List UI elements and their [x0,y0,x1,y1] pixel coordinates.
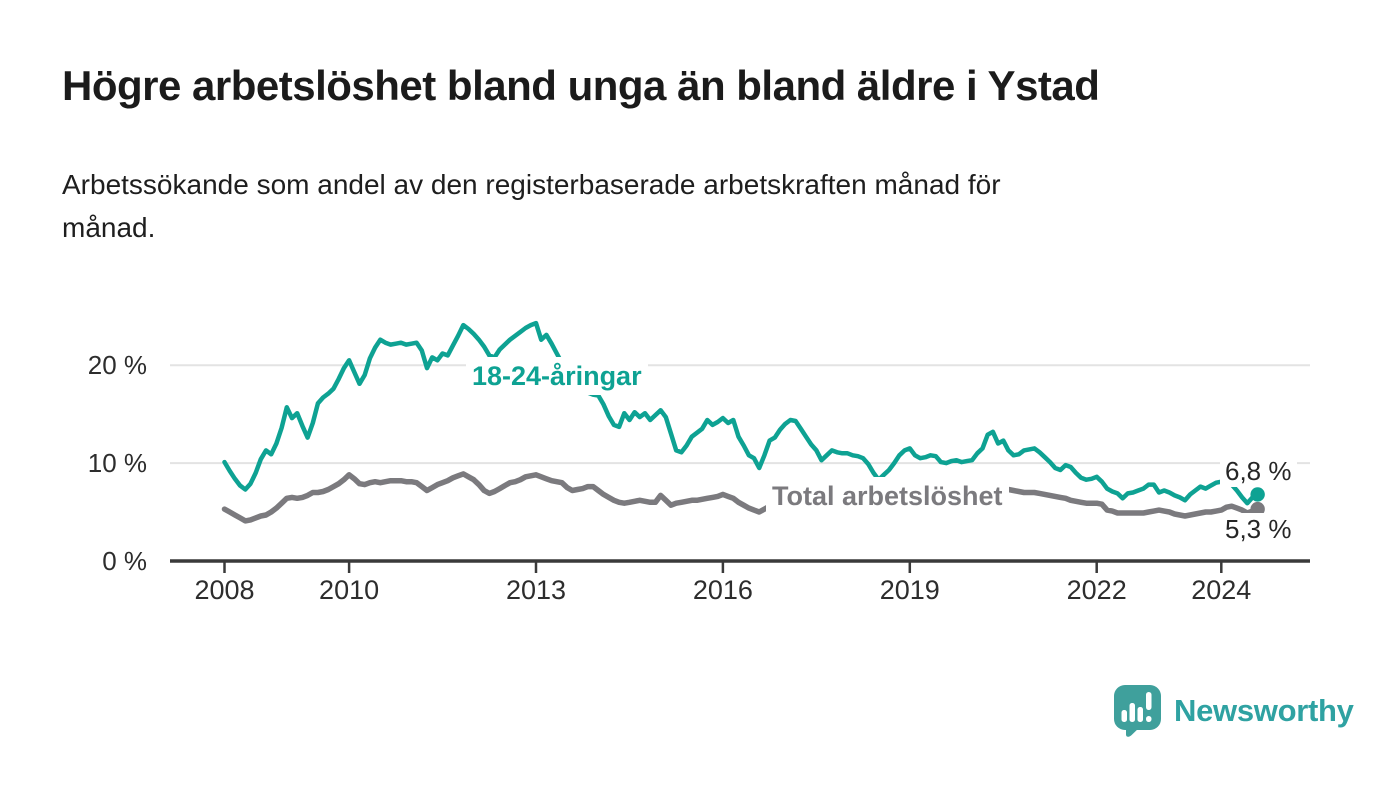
y-tick-label: 10 % [87,448,147,479]
newsworthy-logo: Newsworthy [1113,684,1354,738]
subtitle-line-1: Arbetssökande som andel av den registerb… [62,169,1001,200]
series-line [221,471,1261,524]
x-tick-label: 2008 [194,575,255,605]
x-tick-label: 2024 [1191,575,1252,605]
subtitle-line-2: månad. [62,212,156,243]
x-tick-label: 2013 [505,575,567,605]
x-tick-label: 2019 [879,575,940,605]
x-tick-label: 2010 [319,575,380,605]
series-label-total: Total arbetslöshet [766,477,1009,515]
y-tick-label: 20 % [87,350,147,381]
series-end-dot [1250,501,1265,517]
series-end-dot [1250,487,1265,502]
chart-subtitle: Arbetssökande som andel av den registerb… [62,163,1001,249]
series-label-young: 18-24-åringar [466,357,648,395]
x-tick-label: 2016 [692,575,753,605]
newsworthy-speech-bubble-chart-icon [1114,685,1161,737]
series-line [222,320,1260,506]
end-value-label-young: 6,8 % [1220,455,1297,487]
end-value-label-total: 5,3 % [1220,513,1297,545]
x-tick-label: 2022 [1066,575,1127,605]
newsworthy-wordmark: Newsworthy [1174,693,1354,728]
y-tick-label: 0 % [102,546,147,576]
page-title: Högre arbetslöshet bland unga än bland ä… [62,62,1100,109]
